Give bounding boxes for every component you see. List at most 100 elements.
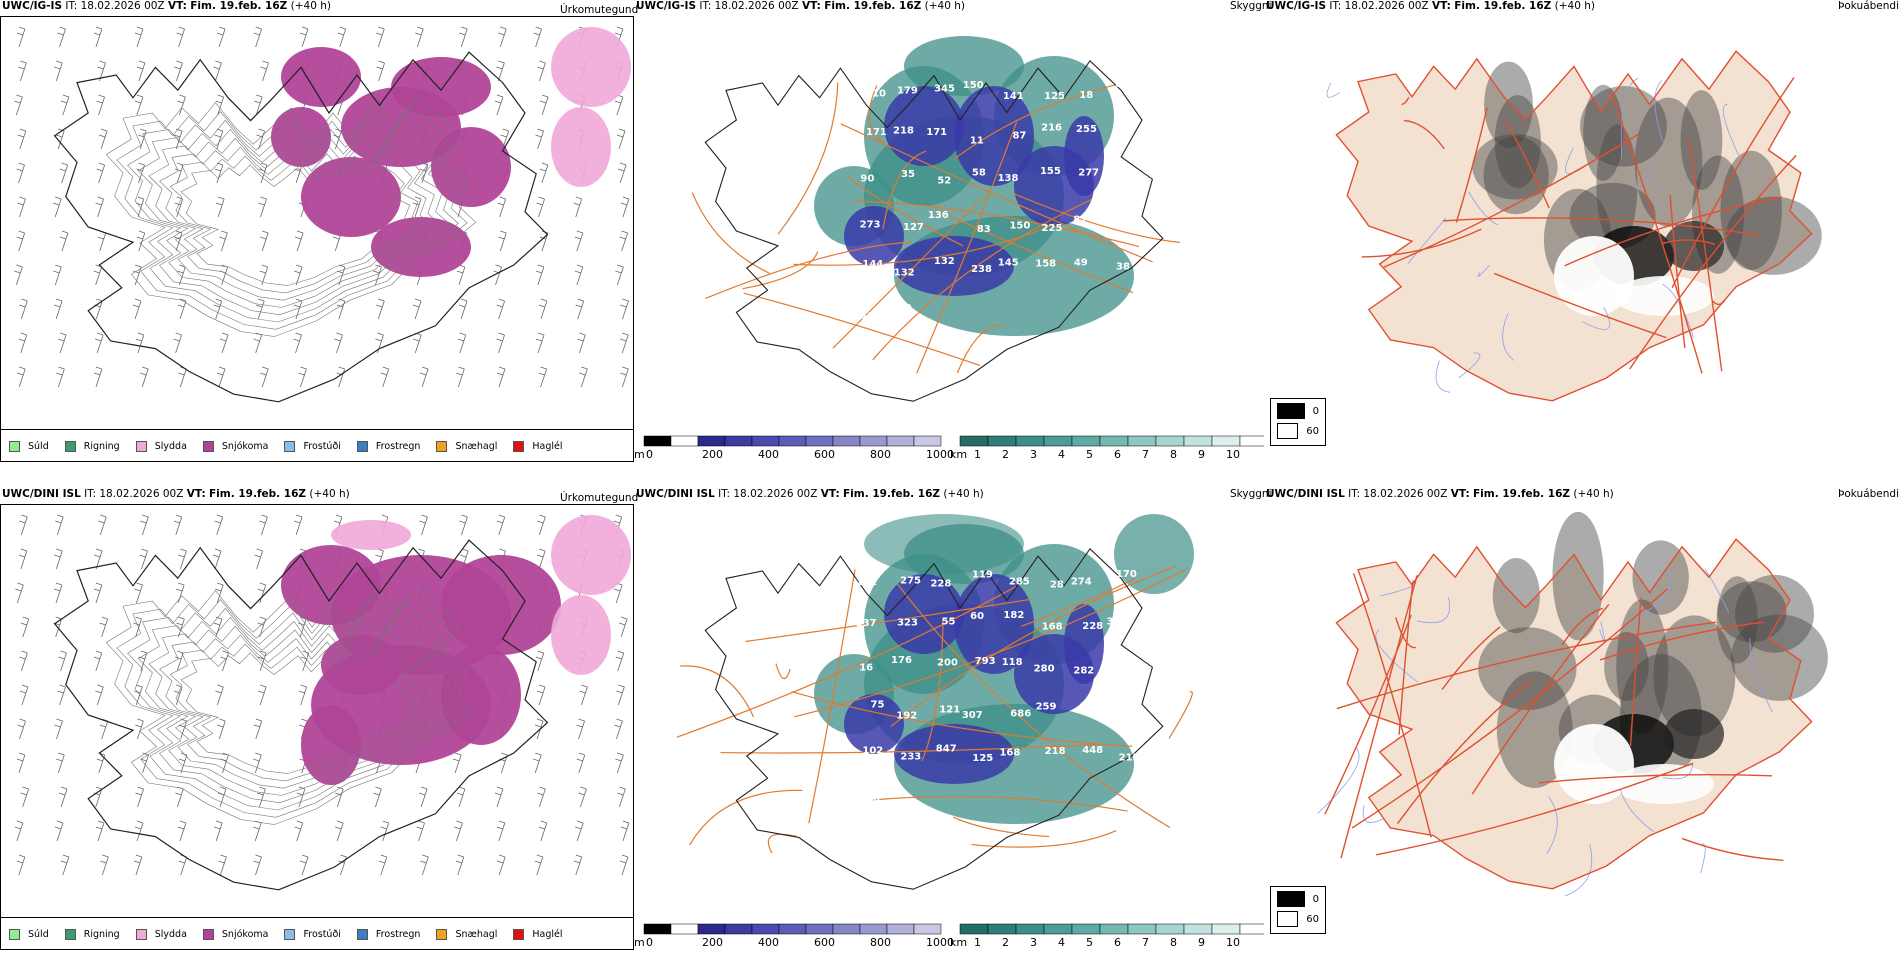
visibility-label: 29 [1116, 126, 1130, 137]
legend-label: Súld [28, 440, 49, 452]
visibility-label: 16 [859, 662, 873, 673]
model-name: UWC/DINI ISL [636, 488, 715, 500]
height-tick: 1000 [926, 936, 954, 949]
it-label: IT: [699, 0, 712, 12]
fog-index-panel [1264, 16, 1900, 470]
visibility-label: 228 [930, 578, 951, 589]
visibility-label: 144 [862, 259, 883, 270]
visibility-colorbar-graphic [959, 923, 1264, 935]
it-value: 18.02.2026 00Z [733, 488, 818, 500]
fog-swatch-black [1277, 891, 1305, 907]
precip-map[interactable] [1, 505, 634, 917]
visibility-label: 141 [1003, 91, 1024, 102]
terrain-contours [105, 96, 477, 337]
height-tick: 400 [758, 936, 779, 949]
it-value: 18.02.2026 00Z [1344, 0, 1429, 12]
model-name: UWC/IG-IS [636, 0, 697, 12]
vt-label: VT: [801, 0, 821, 12]
vt-label: VT: [820, 488, 840, 500]
panel-title-precip: Úrkomutegund [560, 4, 639, 16]
panel-title-visibility: Skyggni [1230, 0, 1272, 12]
visibility-label: 11 [970, 136, 984, 147]
height-unit: m [634, 448, 645, 461]
visibility-labels: 191 275 228 119 285 28 274 170 137 323 55 60 182 168 2… [856, 569, 1140, 804]
height-unit: m [634, 936, 645, 949]
visibility-label: 137 [856, 618, 877, 629]
visibility-label: 87 [1012, 131, 1026, 142]
model-name: UWC/DINI ISL [1266, 488, 1345, 500]
visibility-tick: 9 [1198, 936, 1205, 949]
height-colorbar: m 0 200 400 600 800 1000 [634, 434, 954, 468]
visibility-label: 218 [893, 125, 914, 136]
fog-map[interactable] [1264, 16, 1900, 436]
visibility-label: 213 [1119, 753, 1140, 764]
iceland-outline [704, 547, 1164, 890]
low-cloud-areas [814, 36, 1134, 336]
visibility-label: 127 [903, 222, 924, 233]
panel-title-visibility: Skyggni [1230, 488, 1272, 500]
visibility-label: 307 [1107, 617, 1128, 628]
it-value: 18.02.2026 00Z [99, 488, 184, 500]
height-tick: 200 [702, 448, 723, 461]
legend-label: Snjókoma [221, 440, 269, 452]
precip-legend-item: Súld [9, 928, 49, 940]
visibility-tick: 5 [1086, 448, 1093, 461]
precip-legend-item: Súld [9, 440, 49, 452]
legend-swatch [284, 440, 296, 452]
legend-swatch [64, 928, 76, 940]
visibility-tick: 10 [1226, 936, 1240, 949]
height-tick: 0 [646, 448, 653, 461]
visibility-panel: 410 179 345 150 141 125 18 88 171 218 171 11 87 216 25… [634, 16, 1264, 470]
visibility-label: 277 [1078, 167, 1099, 178]
fog-legend: 0 60 [1270, 886, 1326, 934]
visibility-tick: 5 [1086, 936, 1093, 949]
precip-areas [281, 515, 631, 785]
visibility-tick: 4 [1058, 936, 1065, 949]
iceland-outline [53, 51, 549, 403]
visibility-tick: 9 [1198, 448, 1205, 461]
precip-legend-item: Slydda [135, 440, 187, 452]
visibility-label: 132 [934, 256, 955, 267]
visibility-label: 158 [1035, 259, 1056, 270]
fog-legend-row: 60 [1277, 423, 1319, 439]
visibility-label: 78 [1118, 211, 1132, 222]
visibility-panel: 191 275 228 119 285 28 274 170 137 323 55 60 182 168 2… [634, 504, 1264, 958]
visibility-label: 168 [1042, 621, 1063, 632]
fog-swatch-white [1277, 423, 1299, 439]
precip-legend: Súld Rigning Slydda Snjókoma Frostúði Frostre… [1, 429, 633, 461]
precip-legend-item: Frostúði [284, 928, 341, 940]
visibility-label: 126 [1107, 170, 1128, 181]
visibility-label: 233 [900, 751, 921, 762]
visibility-map[interactable]: 191 275 228 119 285 28 274 170 137 323 55 60 182 168 2… [634, 504, 1264, 924]
visibility-label: 228 [1082, 621, 1103, 632]
visibility-label: 28 [1050, 579, 1064, 590]
visibility-label: 259 [1036, 701, 1057, 712]
panel-title-fog: Þokuábendi [1838, 488, 1899, 500]
legend-label: Snjókoma [221, 928, 269, 940]
header-precip: UWC/DINI ISL IT: 18.02.2026 00Z VT: Fim.… [2, 488, 350, 500]
visibility-label: 119 [972, 570, 993, 581]
visibility-tick: 3 [1030, 936, 1037, 949]
height-tick: 600 [814, 448, 835, 461]
legend-label: Rigning [83, 440, 120, 452]
precip-map[interactable] [1, 17, 634, 429]
it-value: 18.02.2026 00Z [80, 0, 165, 12]
visibility-map[interactable]: 410 179 345 150 141 125 18 88 171 218 171 11 87 216 25… [634, 16, 1264, 436]
visibility-label: 179 [897, 85, 918, 96]
visibility-label: 171 [866, 127, 887, 138]
fog-map[interactable] [1264, 504, 1900, 924]
height-tick: 1000 [926, 448, 954, 461]
model-name: UWC/DINI ISL [2, 488, 81, 500]
visibility-tick: 6 [1114, 448, 1121, 461]
visibility-labels: 410 179 345 150 141 125 18 88 171 218 171 11 87 216 25… [860, 79, 1132, 322]
iceland-outline [53, 539, 549, 891]
legend-label: Súld [28, 928, 49, 940]
visibility-label: 450 [891, 303, 912, 314]
road-network [691, 82, 1180, 374]
precip-legend-item: Frostregn [356, 440, 420, 452]
visibility-label: 35 [901, 169, 915, 180]
precip-legend-item: Rigning [64, 440, 120, 452]
vt-label: VT: [1431, 0, 1451, 12]
fog-legend: 0 60 [1270, 398, 1326, 446]
precip-legend-item: Snjókoma [202, 440, 269, 452]
